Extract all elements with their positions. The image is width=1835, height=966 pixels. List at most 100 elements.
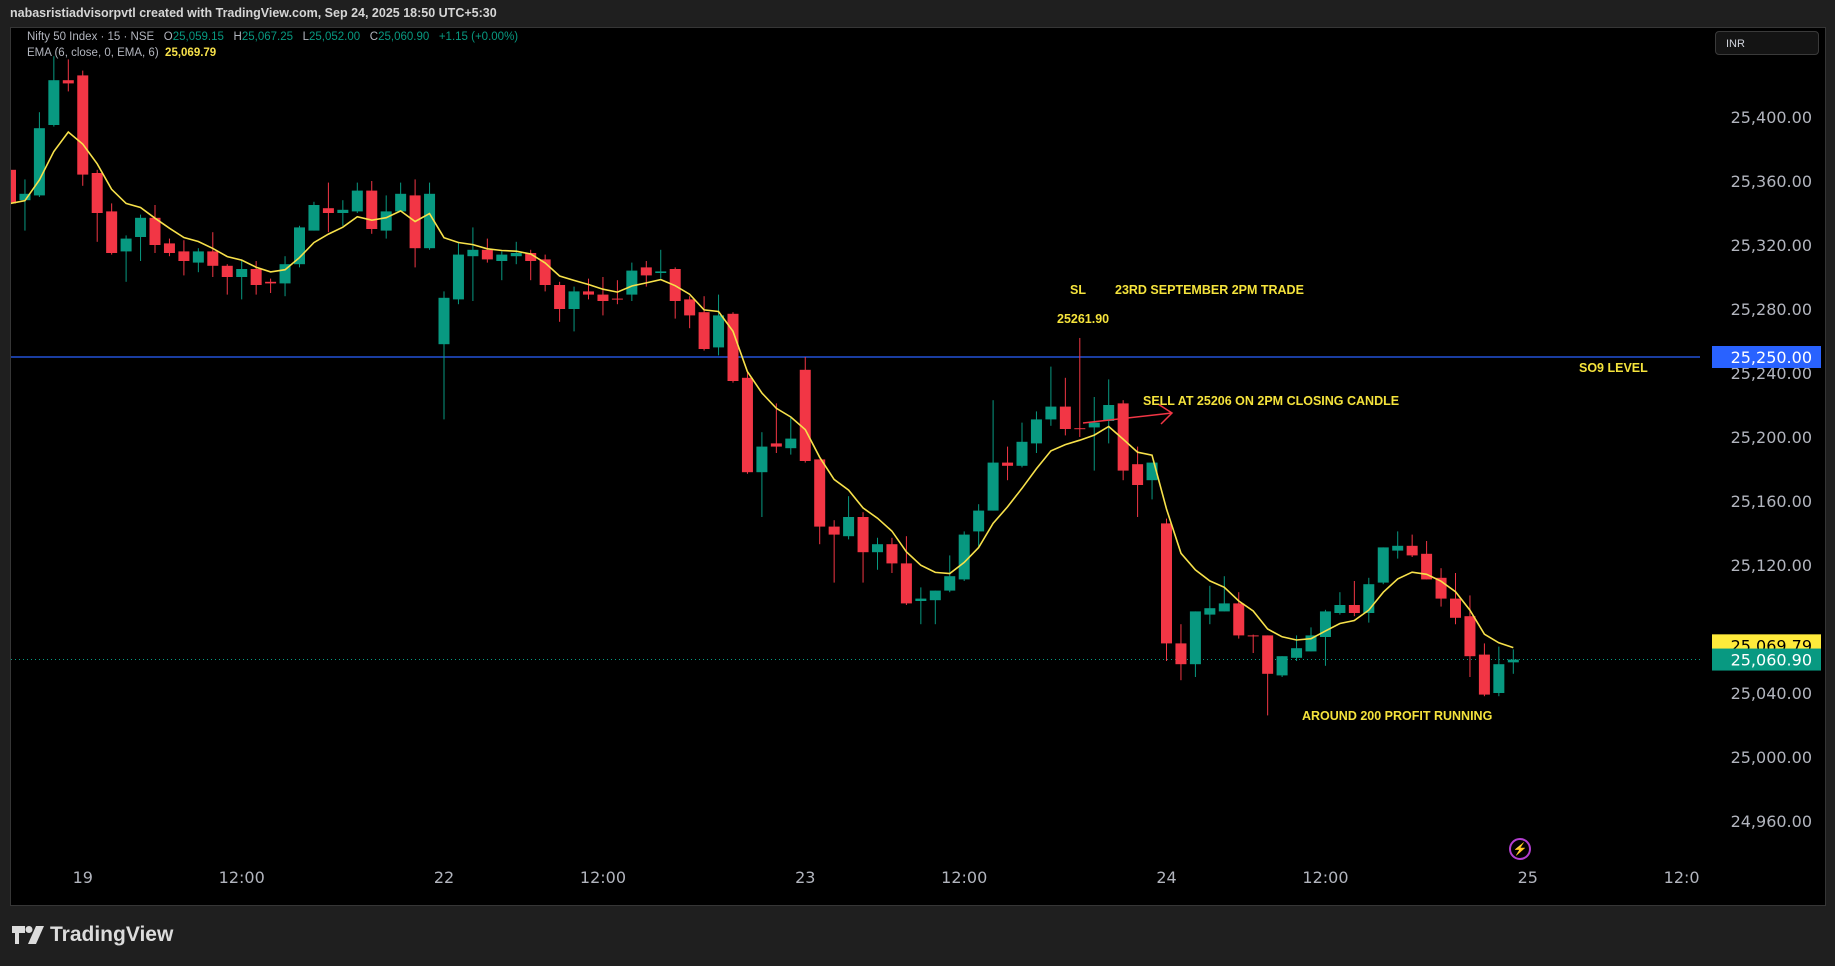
candle[interactable] [19,179,31,231]
candle[interactable] [510,241,522,265]
candle[interactable] [1319,609,1331,666]
candle[interactable] [756,432,768,517]
candle[interactable] [1464,595,1476,677]
candle[interactable] [857,512,869,583]
candle[interactable] [1030,411,1042,453]
candle[interactable] [1435,568,1447,607]
candle[interactable] [279,256,291,297]
candle[interactable] [351,182,363,213]
candle[interactable] [1450,573,1461,625]
candle[interactable] [366,181,378,234]
candle[interactable] [1348,581,1360,617]
candle[interactable] [48,56,60,127]
candle[interactable] [684,296,696,329]
candle[interactable] [1406,534,1418,557]
trade-annotation[interactable]: 23RD SEPTEMBER 2PM TRADE [1115,283,1304,297]
time-axis[interactable]: 19 12:00 22 12:00 23 12:00 24 12:00 25 12:00 [73,868,1710,887]
candle[interactable] [900,536,912,605]
candle[interactable] [1045,366,1057,426]
candle[interactable] [149,205,161,253]
candle[interactable] [265,278,277,293]
candle[interactable] [886,537,898,573]
candle[interactable] [915,587,927,625]
sl-price-annotation[interactable]: 25261.90 [1057,312,1110,326]
profit-annotation[interactable]: AROUND 200 PROFIT RUNNING [1302,709,1493,723]
candle[interactable] [496,251,508,281]
candle[interactable] [337,200,349,226]
candle[interactable] [1189,611,1201,677]
candle[interactable] [1377,547,1389,585]
candle[interactable] [395,182,407,212]
candle[interactable] [1218,576,1230,612]
candle[interactable] [929,590,941,625]
candle[interactable] [163,238,175,257]
candle[interactable] [1103,379,1115,444]
candle[interactable] [1233,592,1245,639]
candle[interactable] [1334,592,1346,615]
candle[interactable] [1363,577,1375,623]
sl-annotation[interactable]: SL [1070,283,1086,297]
candle[interactable] [741,371,753,474]
candle[interactable] [106,203,118,255]
candle[interactable] [1074,337,1086,437]
candle[interactable] [438,291,450,420]
candlestick-chart[interactable]: 25,400.00 25,360.00 25,320.00 25,280.00 25,2… [11,28,1825,905]
candle[interactable] [308,201,320,231]
candle[interactable] [1161,518,1172,661]
candle[interactable] [1478,643,1490,697]
candle[interactable] [1204,585,1216,625]
candle[interactable] [236,259,248,300]
candle[interactable] [221,264,233,295]
candle[interactable] [11,165,16,219]
level-annotation[interactable]: SO9 LEVEL [1579,361,1648,375]
candle[interactable] [1392,531,1404,559]
candle[interactable] [814,459,826,545]
candle[interactable] [33,112,45,197]
currency-button[interactable]: INR [1715,31,1819,55]
sell-arrow-line[interactable] [1082,412,1173,424]
plot-area[interactable] [11,56,1700,716]
candle[interactable] [539,254,551,292]
candle[interactable] [973,504,985,548]
candle[interactable] [872,537,883,570]
candle[interactable] [669,267,681,319]
sell-annotation[interactable]: SELL AT 25206 ON 2PM CLOSING CANDLE [1143,394,1400,408]
candle[interactable] [1059,377,1071,436]
candle[interactable] [1146,462,1158,500]
symbol-legend[interactable]: Nifty 50 Index · 15 · NSE O25,059.15 H25… [27,31,518,43]
candle[interactable] [294,225,305,268]
lightning-icon[interactable]: ⚡ [1509,838,1531,860]
candle[interactable] [568,286,580,332]
candle[interactable] [770,403,782,453]
chart-panel[interactable]: 25,400.00 25,360.00 25,320.00 25,280.00 25,2… [10,27,1826,906]
candle[interactable] [987,400,999,511]
candle[interactable] [1002,446,1014,481]
candle[interactable] [62,59,74,92]
candle[interactable] [1247,634,1259,653]
candle[interactable] [597,277,609,316]
candle[interactable] [1507,649,1519,674]
candle[interactable] [1493,646,1505,697]
candle[interactable] [713,294,725,356]
candle[interactable] [481,238,493,263]
candle[interactable] [452,241,464,305]
candle[interactable] [958,531,970,581]
candle[interactable] [698,296,710,351]
candle[interactable] [1016,422,1028,468]
candle[interactable] [785,417,797,455]
candle[interactable] [1088,397,1100,471]
ema-legend[interactable]: EMA (6, close, 0, EMA, 6) 25,069.79 [27,47,216,59]
candle[interactable] [1175,624,1187,681]
tradingview-logo[interactable]: TradingView [12,923,173,947]
candle[interactable] [655,249,667,279]
candle[interactable] [192,248,204,273]
candle[interactable] [1262,635,1274,716]
candle[interactable] [554,281,566,322]
candle[interactable] [828,520,840,583]
candle[interactable] [1132,446,1144,517]
candle[interactable] [626,262,638,301]
candle[interactable] [799,357,811,463]
candle[interactable] [727,312,739,383]
candle[interactable] [583,278,594,300]
candle[interactable] [77,70,89,186]
